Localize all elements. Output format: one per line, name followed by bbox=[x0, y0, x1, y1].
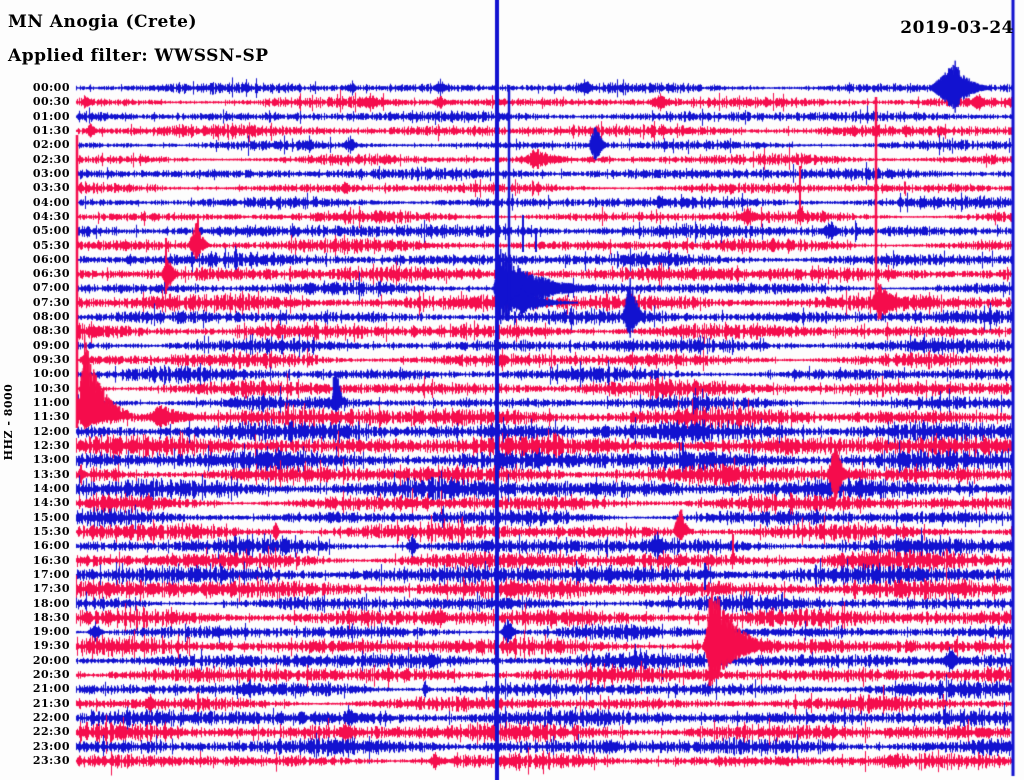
time-label: 04:00 bbox=[32, 195, 70, 209]
time-label: 17:00 bbox=[32, 567, 70, 581]
time-label: 16:30 bbox=[32, 553, 70, 567]
time-label: 12:30 bbox=[32, 439, 70, 452]
time-axis: 00:00 00:30 01:00 01:30 02:00 02:30 03:00 03:30… bbox=[0, 0, 70, 780]
date-label: 2019-03-24 bbox=[900, 18, 1014, 38]
time-label: 17:30 bbox=[32, 582, 70, 596]
time-label: 06:00 bbox=[32, 252, 70, 266]
time-label: 11:30 bbox=[32, 410, 70, 424]
time-label: 21:00 bbox=[32, 682, 70, 696]
time-label: 22:00 bbox=[32, 711, 70, 725]
time-label: 23:30 bbox=[32, 754, 70, 768]
time-label: 12:00 bbox=[32, 424, 70, 438]
time-label: 01:00 bbox=[32, 109, 70, 123]
time-label: 20:00 bbox=[32, 653, 70, 667]
time-label: 00:00 bbox=[32, 81, 70, 94]
time-label: 02:00 bbox=[32, 138, 70, 152]
time-label: 10:00 bbox=[32, 367, 70, 381]
time-label: 19:00 bbox=[32, 625, 70, 639]
time-label: 07:00 bbox=[32, 281, 70, 295]
time-label: 11:00 bbox=[32, 396, 70, 410]
time-label: 15:00 bbox=[32, 510, 70, 524]
time-label: 13:00 bbox=[32, 453, 70, 467]
filter-label: Applied filter: WWSSN-SP bbox=[8, 46, 269, 66]
time-label: 14:30 bbox=[32, 496, 70, 510]
time-label: 09:00 bbox=[32, 338, 70, 352]
time-label: 18:00 bbox=[32, 596, 70, 610]
time-label: 01:30 bbox=[32, 123, 70, 137]
time-label: 21:30 bbox=[32, 696, 70, 710]
time-label: 05:00 bbox=[32, 224, 70, 238]
time-label: 02:30 bbox=[32, 152, 70, 166]
time-label: 10:30 bbox=[32, 381, 70, 395]
time-label: 15:30 bbox=[32, 524, 70, 538]
time-label: 19:30 bbox=[32, 639, 70, 653]
time-label: 08:00 bbox=[32, 310, 70, 324]
time-label: 06:30 bbox=[32, 267, 70, 281]
time-label: 14:00 bbox=[32, 481, 70, 495]
time-label: 16:00 bbox=[32, 539, 70, 553]
time-label: 09:30 bbox=[32, 353, 70, 367]
time-label: 03:00 bbox=[32, 166, 70, 180]
time-label: 05:30 bbox=[32, 238, 70, 252]
time-label: 00:30 bbox=[32, 95, 70, 109]
time-label: 07:30 bbox=[32, 295, 70, 309]
time-label: 22:30 bbox=[32, 725, 70, 739]
time-label: 18:30 bbox=[32, 610, 70, 624]
time-label: 03:30 bbox=[32, 181, 70, 195]
station-title: MN Anogia (Crete) bbox=[8, 12, 198, 32]
time-label: 23:00 bbox=[32, 739, 70, 753]
time-label: 13:30 bbox=[32, 467, 70, 481]
time-label: 04:30 bbox=[32, 209, 70, 223]
time-label: 20:30 bbox=[32, 668, 70, 682]
time-label: 08:30 bbox=[32, 324, 70, 338]
